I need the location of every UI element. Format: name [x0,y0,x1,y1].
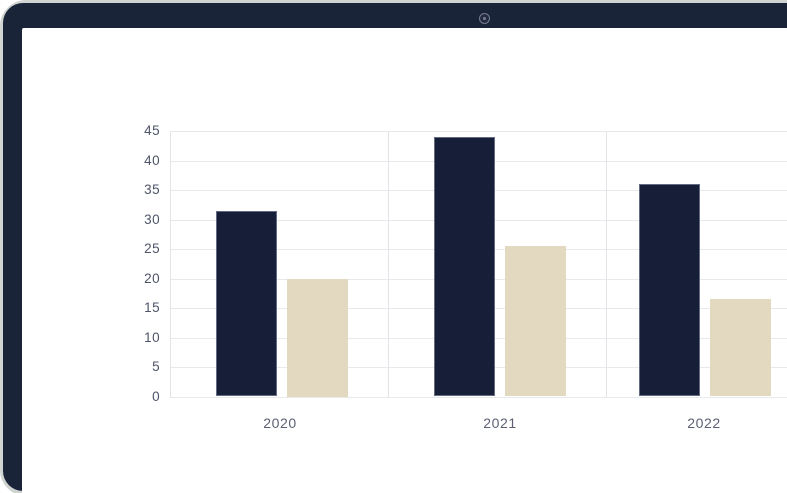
y-axis-line [170,131,171,397]
x-axis-tick-label: 2022 [687,415,721,431]
webcam-dot-icon [482,16,486,20]
bar-2022-series-1 [639,184,700,397]
gridline-vertical [606,131,607,397]
webcam-icon [478,12,490,24]
bar-2020-series-1 [216,210,277,397]
y-axis-tick-label: 45 [144,123,160,138]
x-axis-tick-label: 2020 [263,415,297,431]
y-axis-tick-label: 10 [144,329,160,345]
bar-2022-series-2 [710,299,771,397]
y-axis-tick-label: 5 [152,359,160,374]
x-axis-tick-label: 2021 [483,415,517,431]
y-axis-tick-label: 25 [144,241,160,256]
y-axis-tick-label: 20 [144,270,160,286]
y-axis-tick-label: 0 [152,388,160,404]
y-axis-tick-label: 35 [144,182,160,197]
y-axis-tick-label: 40 [144,152,160,168]
bar-2021-series-1 [434,136,495,397]
y-axis-tick-label: 30 [144,211,160,227]
y-axis-tick-label: 15 [144,300,160,315]
bar-2021-series-2 [505,246,566,397]
gridline-horizontal [170,396,787,398]
gridline-vertical [388,131,389,397]
gridline-horizontal [170,131,787,132]
bar-2020-series-2 [287,278,348,397]
